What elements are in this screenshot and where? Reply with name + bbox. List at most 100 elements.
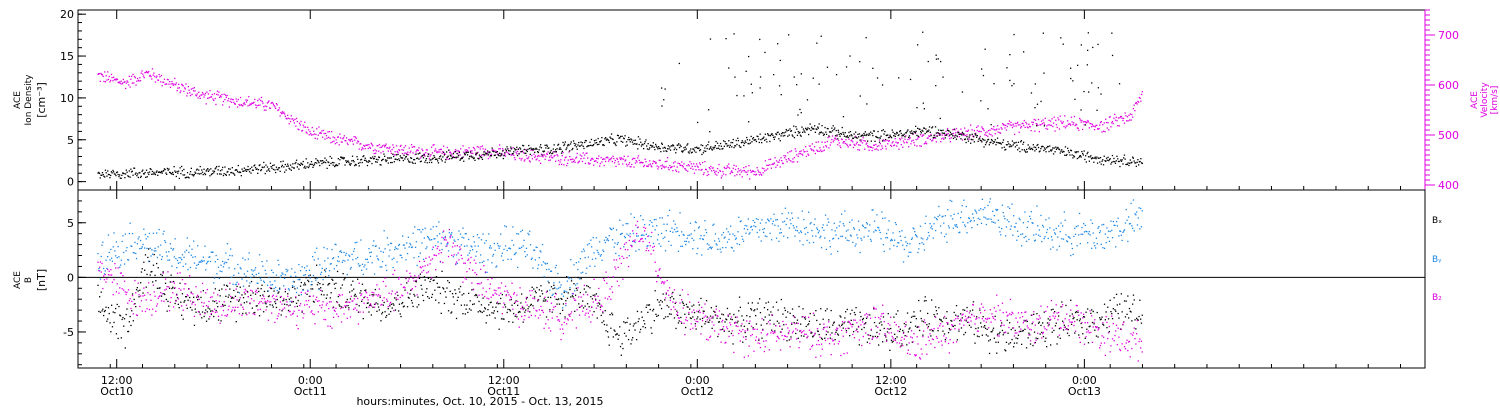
velocity-point xyxy=(909,137,911,139)
density-point xyxy=(1108,158,1111,161)
bx-point xyxy=(312,300,315,303)
density-point xyxy=(900,132,902,135)
bx-point xyxy=(578,303,580,305)
density-point xyxy=(809,123,811,125)
bx-point xyxy=(459,291,461,293)
bx-point xyxy=(1084,337,1086,339)
velocity-point xyxy=(497,153,499,155)
density-spike-point xyxy=(1091,82,1093,84)
density-point xyxy=(1113,157,1115,160)
velocity-point xyxy=(636,161,638,163)
velocity-point xyxy=(394,151,396,153)
density-point xyxy=(401,157,404,159)
density-point xyxy=(388,157,390,159)
velocity-point xyxy=(618,163,620,165)
density-point xyxy=(443,151,445,153)
velocity-point xyxy=(169,86,172,88)
velocity-point xyxy=(817,141,819,143)
velocity-point xyxy=(1138,101,1140,103)
density-point xyxy=(780,135,782,137)
bx-point xyxy=(672,291,674,294)
bx-point xyxy=(783,324,785,326)
velocity-point xyxy=(359,143,361,145)
bx-point xyxy=(202,290,204,292)
density-point xyxy=(635,143,637,145)
bx-point xyxy=(1100,318,1102,320)
density-spike-point xyxy=(750,83,752,85)
bx-point xyxy=(612,336,614,338)
velocity-point xyxy=(590,158,593,160)
by-point xyxy=(351,253,353,255)
density-point xyxy=(825,131,827,133)
bx-point xyxy=(526,296,528,299)
bx-point xyxy=(927,312,929,315)
by-point xyxy=(606,239,608,241)
density-point xyxy=(357,158,359,160)
bx-point xyxy=(496,310,499,313)
velocity-point xyxy=(1078,129,1080,131)
bx-point xyxy=(941,321,943,323)
bx-point xyxy=(271,304,274,306)
density-point xyxy=(801,126,803,128)
velocity-point xyxy=(662,166,664,168)
velocity-point xyxy=(799,153,802,155)
density-point xyxy=(325,161,327,164)
density-point xyxy=(432,157,434,159)
velocity-point xyxy=(893,144,896,146)
bx-point xyxy=(544,300,546,302)
velocity-point xyxy=(255,107,257,109)
velocity-point xyxy=(775,160,778,162)
bx-point xyxy=(1117,312,1119,315)
by-point xyxy=(116,257,118,259)
bx-point xyxy=(800,335,803,337)
by-point xyxy=(347,259,349,261)
density-point xyxy=(263,166,266,168)
density-spike-point xyxy=(697,121,699,124)
bx-point xyxy=(1063,324,1065,326)
density-spike-point xyxy=(939,117,941,120)
density-point xyxy=(640,145,643,147)
density-point xyxy=(796,128,798,130)
velocity-point xyxy=(525,154,528,157)
density-point xyxy=(1090,158,1093,160)
velocity-point xyxy=(271,101,273,104)
velocity-point xyxy=(762,172,764,174)
density-point xyxy=(855,131,857,133)
density-point xyxy=(1040,146,1043,148)
density-point xyxy=(398,158,400,160)
velocity-point xyxy=(840,138,843,140)
density-point xyxy=(286,165,288,167)
velocity-point xyxy=(530,149,532,151)
bx-point xyxy=(452,296,454,298)
velocity-point xyxy=(129,86,131,88)
bx-point xyxy=(954,324,956,327)
velocity-point xyxy=(1097,128,1099,130)
velocity-point xyxy=(393,154,395,156)
velocity-point xyxy=(250,104,252,106)
density-point xyxy=(828,135,830,137)
bx-point xyxy=(938,307,940,309)
density-point xyxy=(450,155,452,157)
bx-point xyxy=(516,316,518,318)
by-point xyxy=(125,250,127,252)
velocity-point xyxy=(319,132,321,134)
bx-point xyxy=(697,311,700,313)
density-point xyxy=(348,163,351,165)
bx-point xyxy=(326,294,328,296)
bx-point xyxy=(738,296,741,298)
by-point xyxy=(219,270,221,272)
bx-point xyxy=(450,312,452,314)
bx-point xyxy=(988,340,990,342)
density-point xyxy=(876,136,878,139)
bx-point xyxy=(354,293,356,295)
velocity-point xyxy=(1020,127,1022,129)
bx-point xyxy=(867,334,869,336)
density-point xyxy=(1002,139,1005,141)
density-point xyxy=(238,171,240,174)
velocity-point xyxy=(767,164,769,166)
by-point xyxy=(230,248,232,250)
bx-point xyxy=(769,319,771,321)
density-point xyxy=(602,144,604,146)
b-axis-label: B xyxy=(24,277,34,283)
density-point xyxy=(449,158,451,160)
